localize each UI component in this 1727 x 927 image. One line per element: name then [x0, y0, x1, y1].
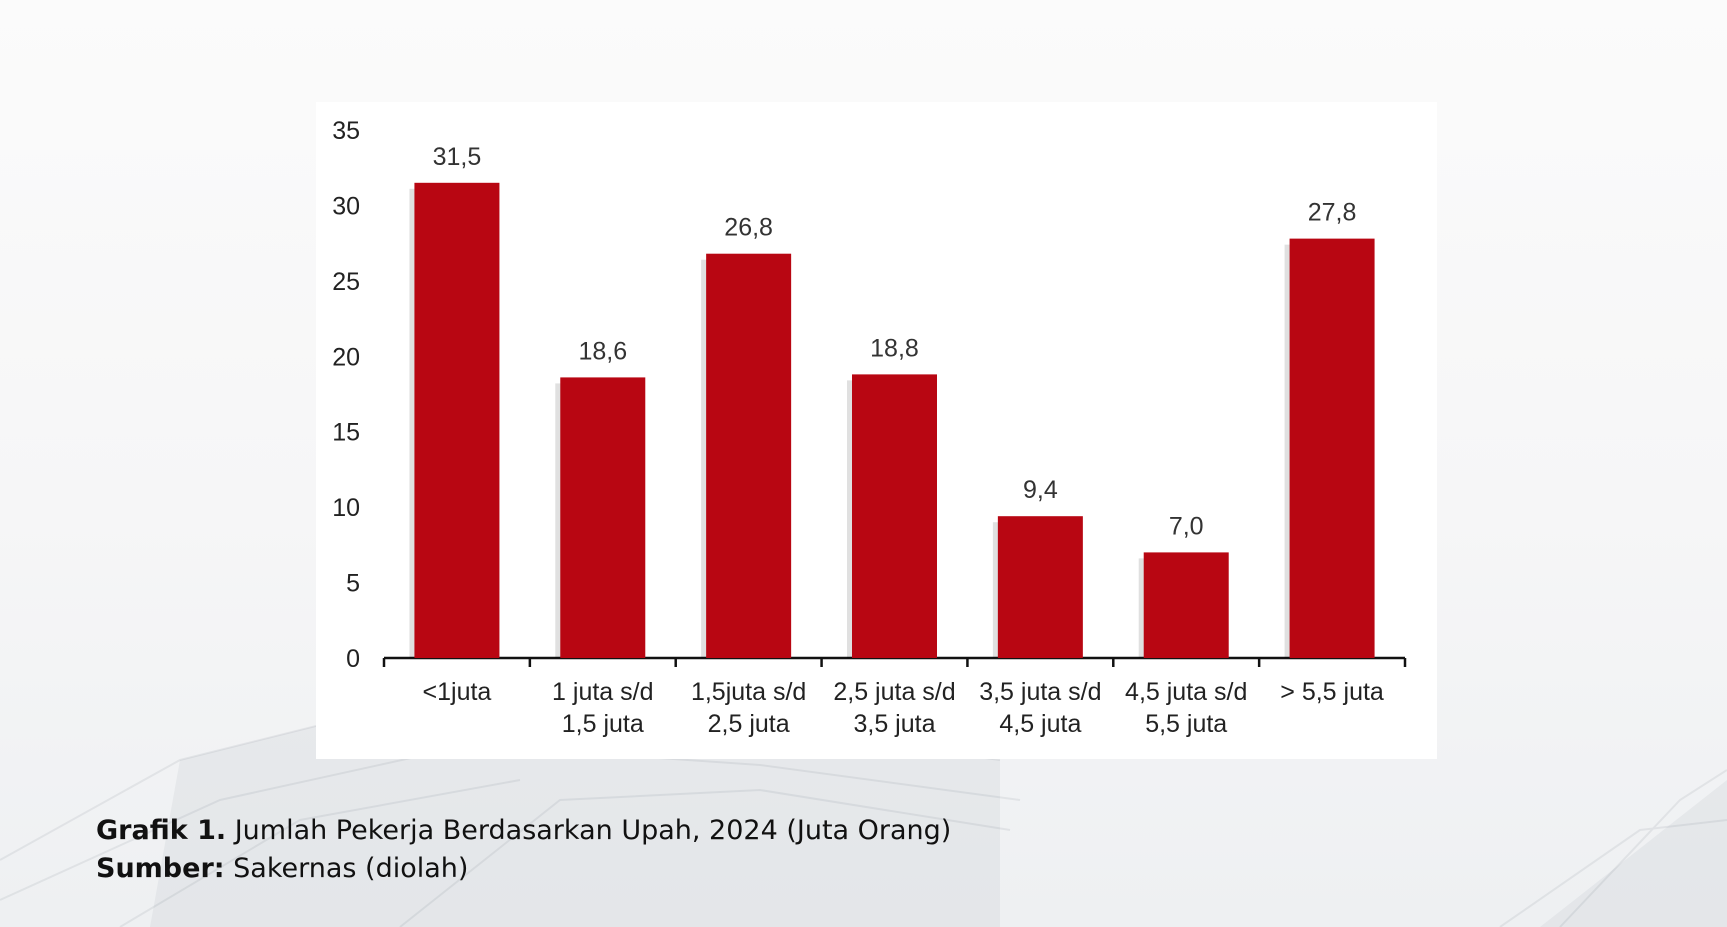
y-tick-label: 35	[332, 117, 360, 145]
x-tick-label: <1juta	[423, 678, 492, 706]
x-tick-label: 4,5 juta s/d	[1125, 678, 1247, 706]
data-label: 26,8	[724, 214, 773, 242]
x-tick-label: 3,5 juta	[853, 710, 935, 738]
x-tick-label: 4,5 juta	[999, 710, 1081, 738]
data-label: 18,8	[870, 334, 919, 362]
caption-title-line: Grafik 1. Jumlah Pekerja Berdasarkan Upa…	[96, 812, 951, 850]
data-label: 9,4	[1023, 476, 1058, 504]
bar	[997, 516, 1083, 658]
data-label: 7,0	[1169, 512, 1204, 540]
figure-caption: Grafik 1. Jumlah Pekerja Berdasarkan Upa…	[96, 812, 951, 888]
caption-source-prefix: Sumber:	[96, 853, 225, 884]
bar	[852, 374, 937, 658]
bar	[1143, 552, 1229, 658]
caption-title-prefix: Grafik 1.	[96, 815, 227, 846]
x-tick-label: 1,5 juta	[562, 710, 644, 738]
data-label: 18,6	[578, 337, 627, 365]
caption-title-text: Jumlah Pekerja Berdasarkan Upah, 2024 (J…	[226, 815, 952, 846]
data-label: 27,8	[1308, 199, 1357, 227]
x-tick-label: 3,5 juta s/d	[979, 678, 1101, 706]
y-tick-label: 30	[332, 192, 360, 220]
y-tick-label: 25	[332, 268, 360, 296]
bar-chart: 0 5 10 15 20 25 30 35 31,5 <1juta 18,6 1 juta s/d 1,…	[332, 117, 1407, 738]
x-tick-label: 2,5 juta	[708, 710, 790, 738]
chart-panel: 0 5 10 15 20 25 30 35 31,5 <1juta 18,6 1 juta s/d 1,…	[316, 102, 1437, 759]
y-tick-label: 10	[332, 494, 360, 522]
y-tick-label: 15	[332, 419, 360, 447]
y-tick-label: 20	[332, 343, 360, 371]
bar	[706, 253, 792, 658]
data-label: 31,5	[433, 143, 482, 171]
x-tick-label: 1 juta s/d	[552, 678, 653, 706]
bar	[414, 182, 500, 659]
x-tick-label: 1,5juta s/d	[691, 678, 806, 706]
y-tick-label: 0	[346, 645, 360, 673]
caption-source-line: Sumber: Sakernas (diolah)	[96, 850, 951, 888]
bar	[560, 377, 646, 658]
bar	[1289, 238, 1375, 659]
y-tick-label: 5	[346, 570, 360, 598]
x-tick-label: > 5,5 juta	[1280, 678, 1384, 706]
x-tick-label: 5,5 juta	[1145, 710, 1227, 738]
x-tick-label: 2,5 juta s/d	[833, 678, 955, 706]
caption-source-text: Sakernas (diolah)	[224, 853, 469, 884]
